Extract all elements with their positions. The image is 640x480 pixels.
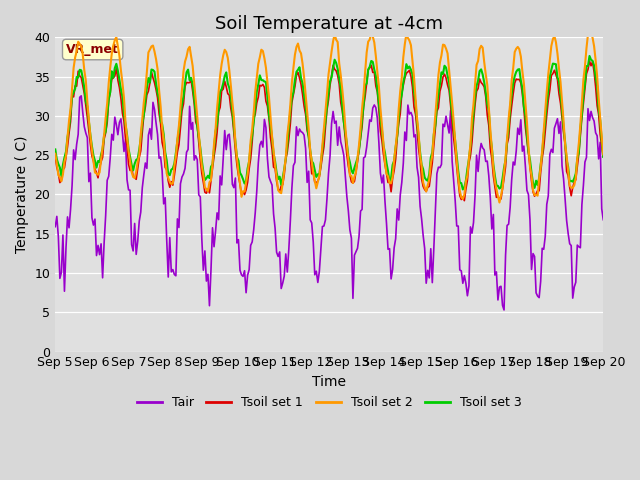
X-axis label: Time: Time xyxy=(312,375,346,389)
Text: VR_met: VR_met xyxy=(67,43,119,56)
Y-axis label: Temperature ( C): Temperature ( C) xyxy=(15,136,29,253)
Title: Soil Temperature at -4cm: Soil Temperature at -4cm xyxy=(215,15,444,33)
Legend: Tair, Tsoil set 1, Tsoil set 2, Tsoil set 3: Tair, Tsoil set 1, Tsoil set 2, Tsoil se… xyxy=(132,391,527,414)
